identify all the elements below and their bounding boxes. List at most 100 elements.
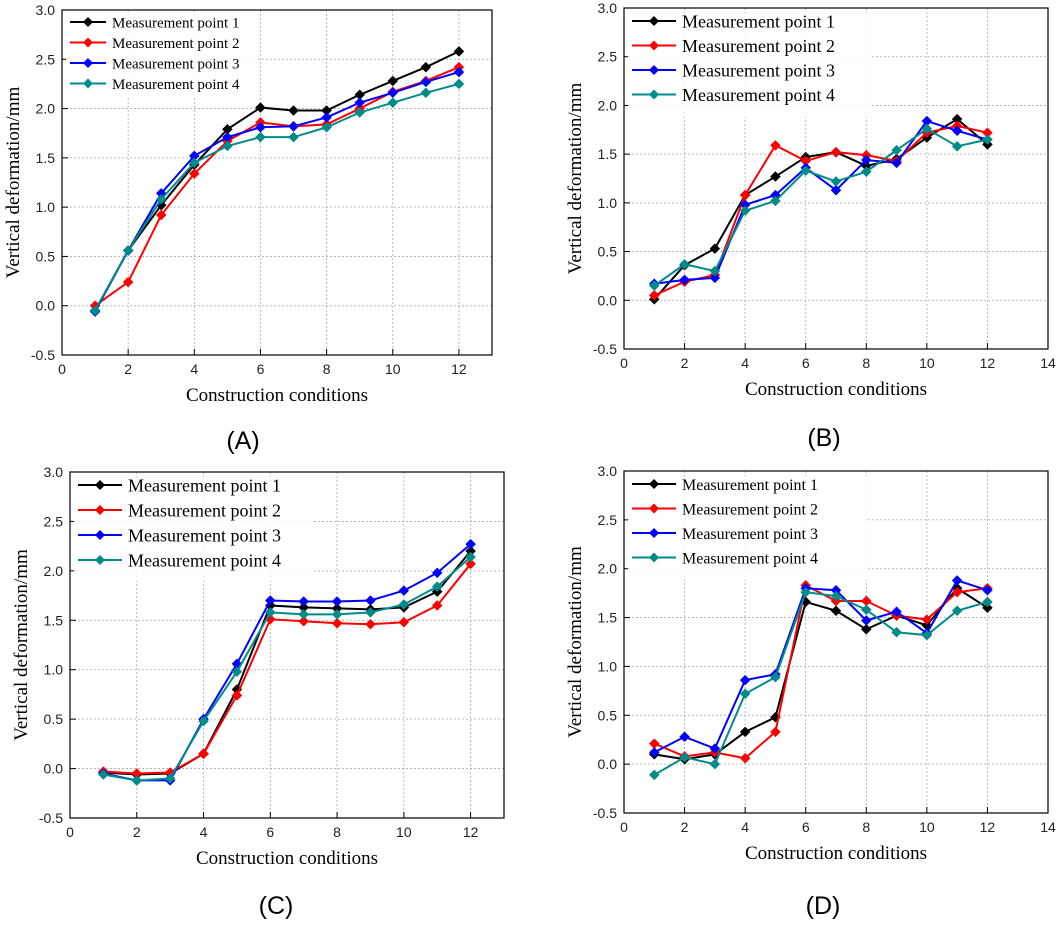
data-point <box>89 305 101 316</box>
series-line <box>654 586 988 761</box>
data-point <box>800 165 812 177</box>
data-point <box>255 131 266 143</box>
legend-background <box>628 476 868 580</box>
data-point <box>387 75 399 87</box>
legend-marker <box>649 16 659 26</box>
series-4 <box>98 551 476 786</box>
data-point <box>331 617 343 629</box>
data-point <box>465 538 476 550</box>
data-point <box>830 176 842 187</box>
data-point <box>679 274 690 286</box>
series-line <box>103 543 472 782</box>
data-point <box>453 66 465 78</box>
legend-marker <box>649 503 659 514</box>
x-tick-label: 0 <box>66 824 74 840</box>
data-point <box>951 125 963 137</box>
data-point <box>198 715 209 727</box>
data-point <box>709 265 721 277</box>
y-tick-label: 2.5 <box>598 512 618 528</box>
y-tick-label: 2.0 <box>598 561 618 577</box>
x-tick-label: 12 <box>980 355 996 371</box>
y-tick-label: -0.5 <box>31 347 55 363</box>
series-line <box>94 66 460 307</box>
y-tick-label: 1.5 <box>598 146 618 162</box>
series-line <box>103 563 472 775</box>
legend-marker <box>649 479 659 489</box>
data-point <box>709 743 721 754</box>
data-point <box>398 616 410 628</box>
series-line <box>94 71 460 313</box>
x-tick-label: 10 <box>919 355 935 371</box>
legend-label: Measurement point 2 <box>128 500 281 520</box>
legend-marker <box>649 528 659 538</box>
data-point <box>387 87 399 99</box>
data-point <box>365 595 376 606</box>
data-point <box>420 87 432 99</box>
data-point <box>739 688 751 700</box>
data-point <box>98 769 109 780</box>
legend-label: Measurement point 4 <box>128 550 281 570</box>
series-line <box>653 579 988 754</box>
data-point <box>709 272 721 284</box>
y-tick-label: 2.0 <box>36 101 56 117</box>
data-point <box>830 590 842 602</box>
data-point <box>770 195 781 207</box>
y-tick-label: -0.5 <box>39 810 63 826</box>
data-point <box>465 551 476 563</box>
data-point <box>331 596 343 607</box>
x-tick-label: 2 <box>133 824 141 840</box>
series-line <box>653 117 989 300</box>
data-point <box>231 690 243 701</box>
x-tick-label: 12 <box>980 819 996 835</box>
data-point <box>860 623 872 635</box>
legend-label: Measurement point 1 <box>682 477 818 494</box>
data-point <box>298 609 310 620</box>
x-tick-label: 8 <box>333 824 341 840</box>
x-tick-label: 4 <box>741 355 749 371</box>
data-point <box>264 607 276 618</box>
data-point <box>431 567 443 579</box>
x-axis-label: Construction conditions <box>186 385 368 406</box>
data-point <box>951 605 963 617</box>
series-3 <box>89 66 465 317</box>
legend-label: Measurement point 3 <box>128 525 281 545</box>
data-point <box>709 758 721 770</box>
x-axis-label: Construction conditions <box>745 379 927 400</box>
x-axis-label: Construction conditions <box>196 848 378 869</box>
data-point <box>231 666 243 678</box>
data-point <box>951 586 963 598</box>
x-tick-label: 8 <box>862 355 870 371</box>
y-tick-label: 0.5 <box>44 711 64 727</box>
y-tick-label: 0.0 <box>598 756 618 772</box>
chart-panel-3: 0 2 4 6 8 10 12 -0.5 0.0 0.5 1.0 1.5 2.0 2.5 3.0 Constr… <box>11 464 505 920</box>
y-tick-label: 1.5 <box>36 150 56 166</box>
series-2 <box>648 120 993 301</box>
data-point <box>648 769 660 781</box>
x-tick-label: 6 <box>257 361 265 377</box>
legend-label: Measurement point 2 <box>112 36 239 52</box>
y-tick-label: 3.0 <box>36 2 56 18</box>
panel-caption: (D) <box>806 892 841 920</box>
data-point <box>921 629 933 641</box>
series-1 <box>648 113 993 305</box>
data-point <box>830 605 842 617</box>
x-tick-label: 0 <box>620 819 628 835</box>
series-3 <box>648 115 993 290</box>
data-point <box>255 102 266 113</box>
data-point <box>331 609 343 620</box>
y-axis-label: Vertical deformation/mm <box>11 549 32 741</box>
series-line <box>103 556 472 782</box>
plot-frame <box>623 470 1049 814</box>
legend-background <box>628 13 870 117</box>
data-point <box>365 618 376 630</box>
y-tick-label: 2.5 <box>598 49 618 65</box>
panel-caption: (B) <box>807 424 840 452</box>
legend-marker <box>83 58 93 68</box>
data-point <box>288 131 299 143</box>
data-point <box>264 595 276 606</box>
x-tick-label: 4 <box>741 819 749 835</box>
data-point <box>891 157 902 169</box>
data-point <box>860 166 872 178</box>
panel-caption: (C) <box>259 892 294 920</box>
series-2 <box>89 61 465 312</box>
